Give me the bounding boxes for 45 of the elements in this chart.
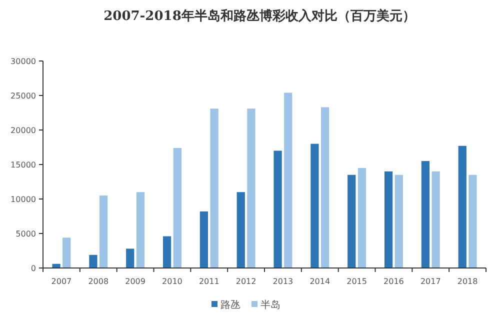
x-tick-label: 2018 — [457, 277, 478, 286]
bar — [358, 168, 366, 268]
x-tick-label: 2011 — [198, 277, 220, 286]
x-tick-label: 2016 — [384, 277, 404, 286]
y-tick-label: 25000 — [10, 92, 36, 100]
legend-label: 半岛 — [260, 299, 280, 311]
bar — [432, 171, 440, 268]
y-tick-label: 15000 — [10, 160, 36, 170]
bar — [310, 144, 319, 268]
bar — [126, 248, 134, 268]
x-tick-label: 2010 — [162, 277, 182, 286]
bar — [458, 146, 466, 268]
x-tick-label: 2014 — [310, 277, 330, 286]
y-tick-label: 30000 — [10, 57, 36, 66]
bar — [210, 108, 218, 268]
bar — [284, 92, 292, 268]
bar — [348, 174, 356, 268]
bar — [421, 161, 430, 268]
x-tick-label: 2009 — [125, 277, 146, 286]
x-tick-label: 2015 — [346, 277, 367, 286]
bar — [62, 238, 71, 268]
bar — [89, 254, 98, 268]
bar — [136, 192, 145, 268]
bar — [247, 108, 256, 268]
legend-label: 路氹 — [220, 299, 240, 311]
chart-title: 2007-2018年半岛和路氹博彩收入对比（百万美元） — [104, 8, 416, 24]
bar — [236, 192, 245, 268]
x-tick-label: 2017 — [420, 277, 441, 286]
bar — [99, 196, 108, 268]
bar — [394, 174, 403, 268]
x-tick-label: 2007 — [51, 277, 72, 286]
bar — [200, 211, 208, 268]
bar — [162, 236, 172, 268]
y-tick-label: 0 — [30, 264, 36, 273]
y-tick-label: 10000 — [10, 195, 36, 204]
x-tick-label: 2013 — [272, 277, 294, 286]
bar — [468, 174, 477, 268]
bar — [384, 171, 393, 268]
y-tick-label: 5000 — [16, 230, 36, 238]
bar — [274, 150, 282, 268]
bar — [173, 148, 182, 268]
x-tick-label: 2008 — [88, 277, 109, 286]
x-tick-label: 2012 — [236, 277, 256, 286]
bar — [320, 107, 330, 268]
y-tick-label: 20000 — [10, 126, 36, 135]
